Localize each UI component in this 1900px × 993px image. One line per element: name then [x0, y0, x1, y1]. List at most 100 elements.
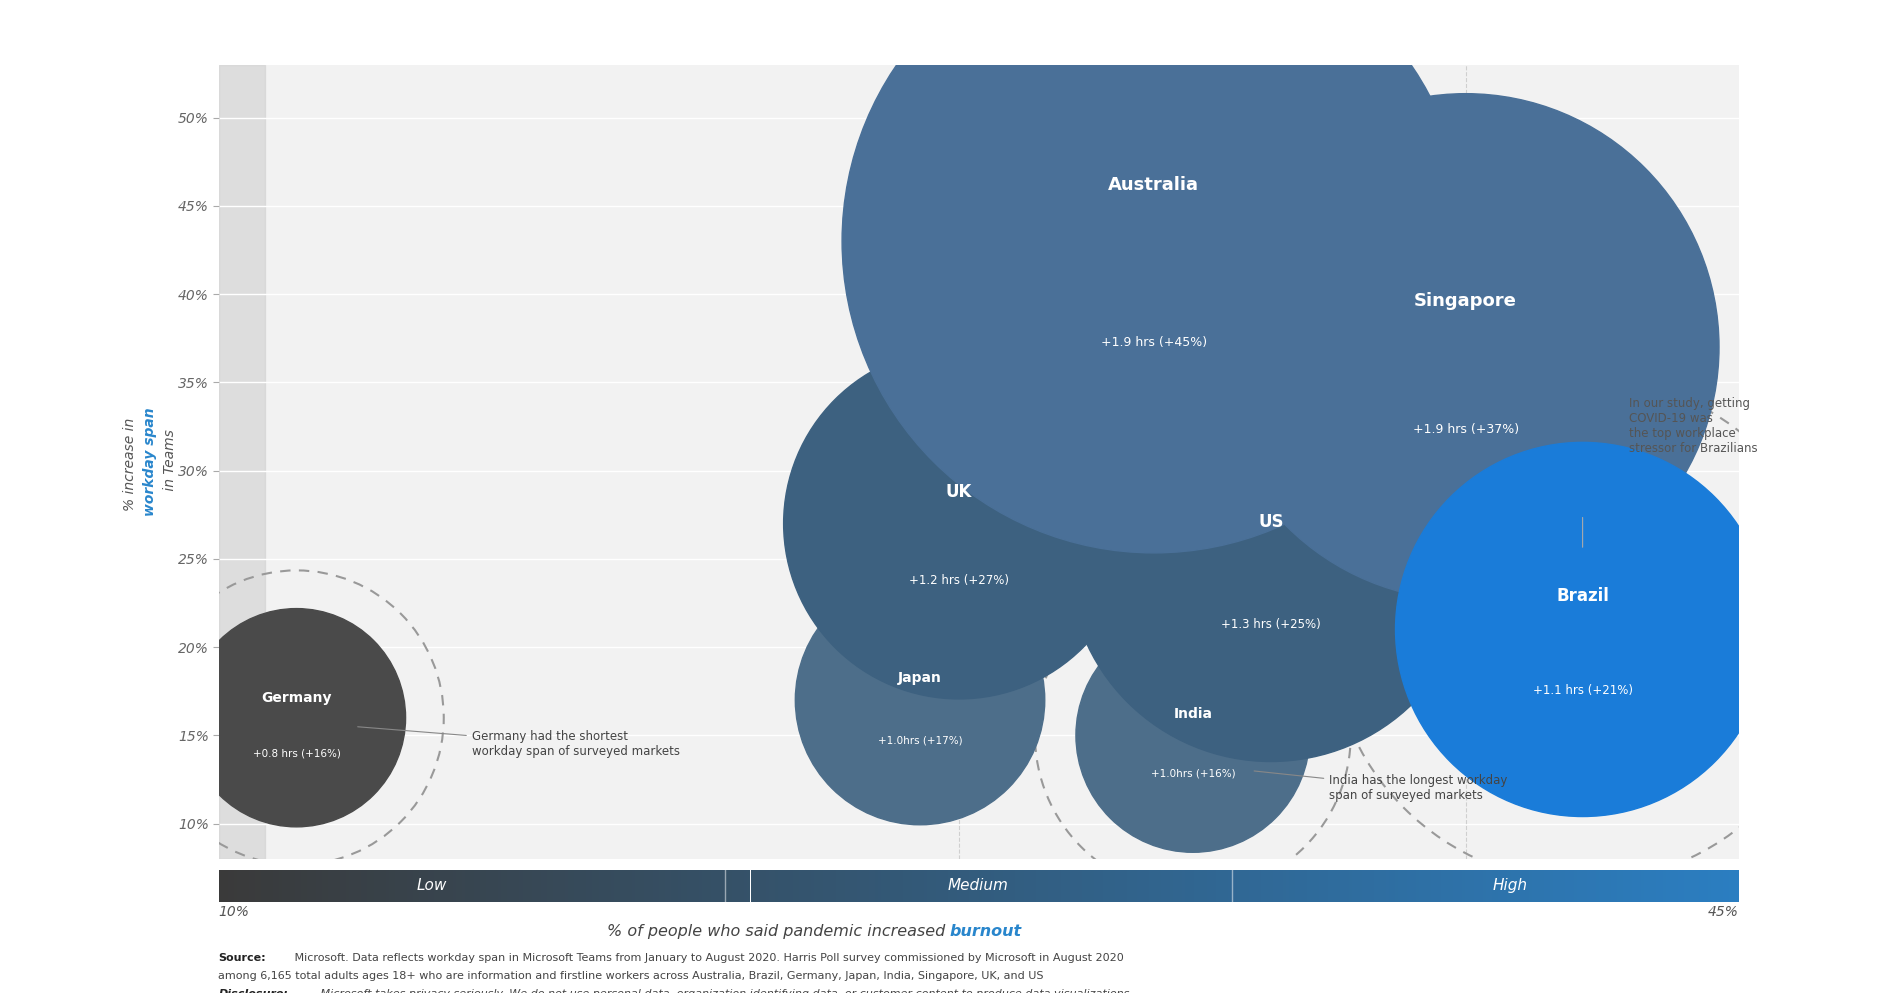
- Ellipse shape: [842, 0, 1465, 553]
- Bar: [285, 870, 289, 902]
- Bar: [431, 870, 435, 902]
- Bar: [1003, 870, 1005, 902]
- Bar: [486, 870, 488, 902]
- Text: +1.1 hrs (+21%): +1.1 hrs (+21%): [1533, 683, 1632, 696]
- Bar: [1566, 870, 1568, 902]
- Bar: [274, 870, 275, 902]
- Bar: [1206, 870, 1210, 902]
- Bar: [1425, 870, 1429, 902]
- Bar: [1125, 870, 1127, 902]
- Bar: [1246, 870, 1248, 902]
- Bar: [1455, 870, 1459, 902]
- Bar: [973, 870, 975, 902]
- Bar: [583, 870, 587, 902]
- Bar: [359, 870, 361, 902]
- Bar: [549, 870, 553, 902]
- Bar: [230, 870, 234, 902]
- Text: Low: Low: [416, 878, 446, 894]
- Bar: [1642, 870, 1644, 902]
- Bar: [1338, 870, 1340, 902]
- Bar: [1094, 870, 1096, 902]
- Bar: [1241, 870, 1243, 902]
- Bar: [1043, 870, 1045, 902]
- Bar: [1617, 870, 1621, 902]
- Bar: [1231, 870, 1233, 902]
- Bar: [1562, 870, 1566, 902]
- Bar: [1089, 870, 1091, 902]
- Bar: [821, 870, 823, 902]
- Bar: [876, 870, 878, 902]
- Bar: [1378, 870, 1379, 902]
- Bar: [629, 870, 633, 902]
- Bar: [1516, 870, 1520, 902]
- Text: In our study, getting
COVID-19 was
the top workplace
stressor for Brazilians: In our study, getting COVID-19 was the t…: [1630, 397, 1758, 456]
- Bar: [1264, 870, 1267, 902]
- Bar: [1431, 870, 1434, 902]
- Bar: [1248, 870, 1252, 902]
- Bar: [428, 870, 431, 902]
- Bar: [1172, 870, 1176, 902]
- Bar: [656, 870, 659, 902]
- Bar: [648, 870, 650, 902]
- Bar: [1522, 870, 1526, 902]
- Bar: [1474, 870, 1476, 902]
- Bar: [960, 870, 963, 902]
- Bar: [1233, 870, 1237, 902]
- Bar: [823, 870, 826, 902]
- Bar: [1638, 870, 1642, 902]
- Bar: [1611, 870, 1613, 902]
- Ellipse shape: [783, 349, 1134, 699]
- Bar: [832, 870, 836, 902]
- Bar: [467, 870, 471, 902]
- Bar: [1355, 870, 1358, 902]
- Bar: [258, 870, 260, 902]
- Ellipse shape: [796, 575, 1045, 825]
- Bar: [1575, 870, 1577, 902]
- Text: burnout: burnout: [950, 923, 1022, 939]
- Bar: [988, 870, 990, 902]
- Bar: [1450, 870, 1454, 902]
- Text: Microsoft. Data reflects workday span in Microsoft Teams from January to August : Microsoft. Data reflects workday span in…: [291, 953, 1123, 963]
- Bar: [694, 870, 695, 902]
- Bar: [1712, 870, 1714, 902]
- Bar: [952, 870, 954, 902]
- Text: 10%: 10%: [218, 905, 249, 919]
- Bar: [279, 870, 283, 902]
- Bar: [1262, 870, 1264, 902]
- Bar: [1302, 870, 1303, 902]
- Bar: [826, 870, 830, 902]
- Bar: [268, 870, 270, 902]
- Bar: [562, 870, 564, 902]
- Bar: [1626, 870, 1628, 902]
- Bar: [1520, 870, 1522, 902]
- Bar: [557, 870, 559, 902]
- Bar: [1018, 870, 1020, 902]
- Bar: [1195, 870, 1197, 902]
- Bar: [1393, 870, 1395, 902]
- Bar: [492, 870, 496, 902]
- Bar: [614, 870, 618, 902]
- Bar: [958, 870, 960, 902]
- Bar: [1013, 870, 1015, 902]
- Bar: [1507, 870, 1510, 902]
- Bar: [1419, 870, 1423, 902]
- Bar: [1332, 870, 1334, 902]
- Bar: [800, 870, 802, 902]
- Text: India: India: [1174, 707, 1212, 721]
- Bar: [1058, 870, 1060, 902]
- Bar: [1024, 870, 1028, 902]
- Bar: [787, 870, 790, 902]
- Bar: [929, 870, 933, 902]
- Bar: [1256, 870, 1258, 902]
- Bar: [897, 870, 899, 902]
- Bar: [1161, 870, 1165, 902]
- Bar: [604, 870, 608, 902]
- Text: +0.8 hrs (+16%): +0.8 hrs (+16%): [253, 748, 340, 758]
- Bar: [1298, 870, 1302, 902]
- Bar: [511, 870, 513, 902]
- Bar: [437, 870, 441, 902]
- Bar: [1682, 870, 1683, 902]
- Bar: [735, 870, 739, 902]
- Bar: [927, 870, 929, 902]
- Bar: [830, 870, 832, 902]
